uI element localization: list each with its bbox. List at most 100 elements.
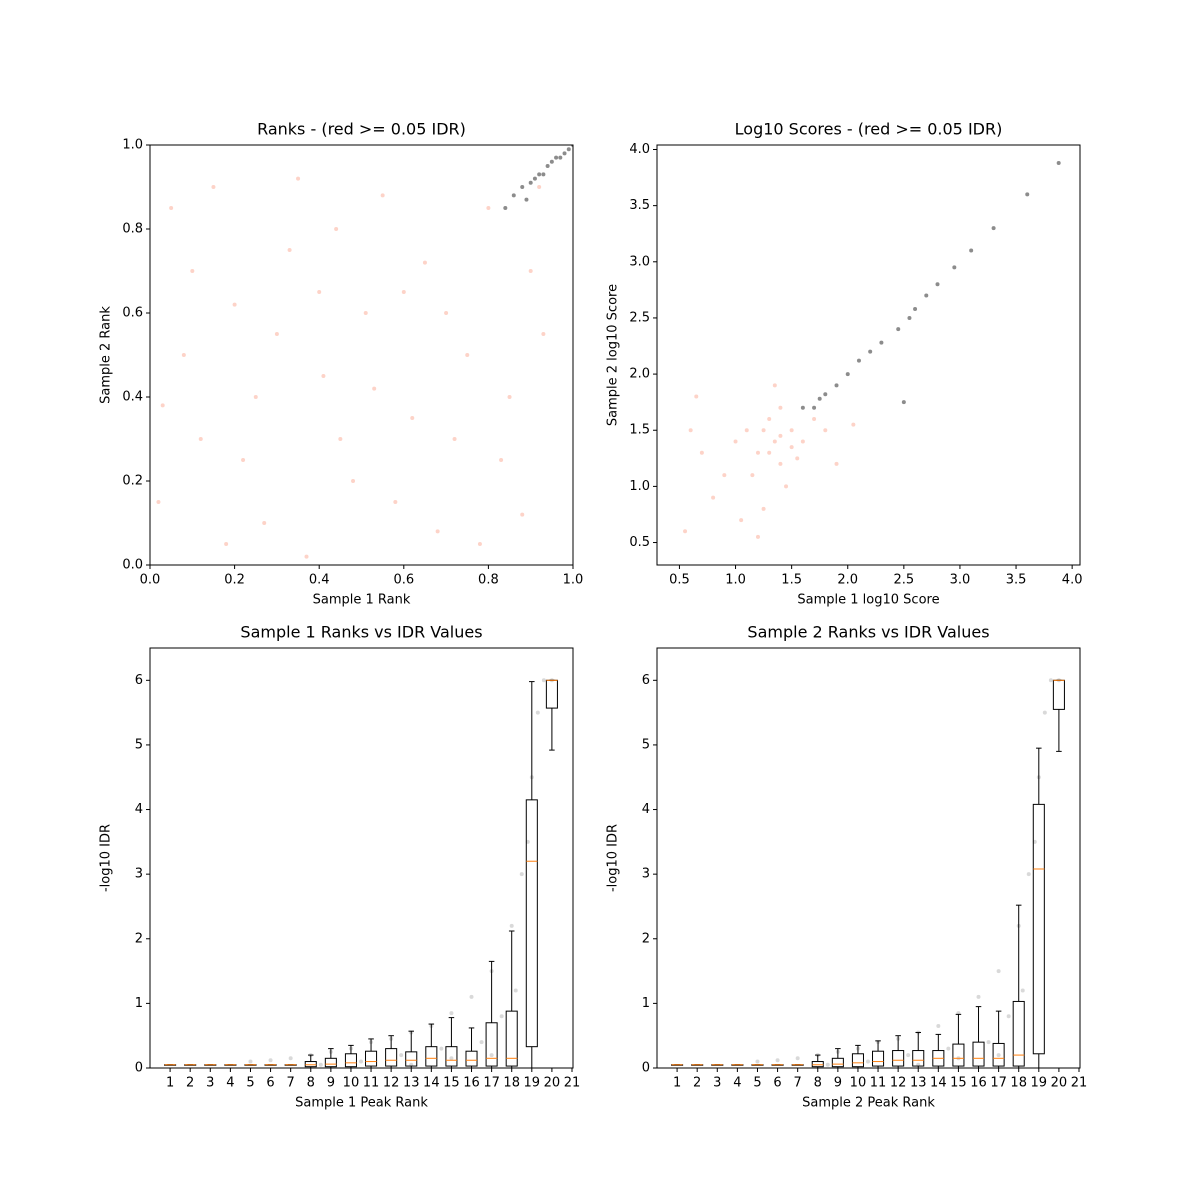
x-tick-label: 5 [753, 1076, 761, 1091]
point [1032, 839, 1037, 844]
point [812, 417, 817, 422]
point [287, 248, 292, 252]
y-tick-label: 5 [642, 737, 650, 752]
point [778, 461, 783, 466]
point [541, 678, 546, 683]
point [489, 1053, 494, 1058]
axes-frame [656, 144, 1081, 566]
point [800, 405, 805, 410]
point [399, 1053, 404, 1058]
subplot-title: Sample 2 Ranks vs IDR Values [747, 623, 989, 642]
point [211, 185, 216, 189]
point [288, 1056, 293, 1061]
point [545, 164, 550, 168]
point [160, 403, 165, 408]
point [767, 450, 772, 455]
point [509, 923, 514, 928]
y-tick-label: 2.5 [629, 310, 650, 325]
y-tick-label: 4 [135, 802, 143, 817]
x-tick-label: 20 [544, 1076, 561, 1091]
x-tick-label: 1 [166, 1076, 174, 1091]
y-tick-label: 2.0 [629, 367, 650, 382]
point [181, 353, 186, 357]
x-tick-label: 2.0 [837, 573, 858, 588]
x-tick-label: 0.5 [669, 573, 690, 588]
x-tick-label: 9 [834, 1076, 842, 1091]
point [986, 1040, 991, 1045]
point [507, 395, 512, 399]
point [778, 433, 783, 438]
x-tick-label: 16 [970, 1076, 987, 1091]
x-tick-label: 4.0 [1062, 573, 1083, 588]
point [169, 206, 174, 210]
box [405, 1051, 418, 1067]
point [190, 269, 195, 273]
x-tick-label: 3.5 [1006, 573, 1027, 588]
y-tick-label: 1.0 [629, 479, 650, 494]
box [324, 1057, 337, 1068]
x-axis-label: Sample 1 log10 Score [797, 593, 939, 608]
box [485, 1022, 498, 1067]
point [795, 1056, 800, 1061]
point [772, 383, 777, 388]
box [892, 1050, 905, 1067]
point [537, 172, 542, 177]
point [1042, 710, 1047, 715]
point [784, 484, 789, 489]
point [834, 461, 839, 466]
point [1025, 192, 1030, 197]
x-tick-label: 0.2 [224, 573, 245, 588]
subplot-title: Ranks - (red >= 0.05 IDR) [257, 120, 466, 139]
y-tick-label: 0.6 [122, 306, 143, 321]
point [711, 495, 716, 500]
x-tick-label: 15 [950, 1076, 967, 1091]
x-tick-label: 1 [673, 1076, 681, 1091]
x-tick-label: 11 [870, 1076, 887, 1091]
point [936, 1024, 941, 1028]
axes-frame [149, 647, 574, 1069]
y-tick-label: 0 [135, 1061, 143, 1076]
point [896, 327, 901, 332]
axes-frame [149, 144, 574, 566]
point [528, 180, 533, 185]
point [946, 1046, 951, 1051]
point [1048, 678, 1053, 683]
box [425, 1046, 438, 1067]
point [991, 226, 996, 231]
point [338, 437, 343, 441]
point [789, 428, 794, 433]
x-tick-label: 0.0 [140, 573, 161, 588]
point [865, 1059, 870, 1064]
point [795, 456, 800, 461]
point [996, 969, 1001, 974]
box [831, 1057, 844, 1068]
point [996, 1053, 1001, 1058]
point [537, 185, 542, 189]
box [811, 1061, 824, 1068]
y-tick-label: 1 [642, 996, 650, 1011]
x-tick-label: 14 [423, 1076, 440, 1091]
point [525, 839, 530, 844]
point [317, 290, 322, 294]
point [248, 1059, 253, 1064]
point [755, 534, 760, 539]
point [772, 439, 777, 444]
point [479, 1040, 484, 1045]
point [241, 458, 246, 462]
box [344, 1053, 357, 1068]
point [800, 439, 805, 444]
y-tick-label: 2 [642, 931, 650, 946]
x-tick-label: 0.6 [393, 573, 414, 588]
x-tick-label: 0.4 [309, 573, 330, 588]
x-tick-label: 18 [503, 1076, 520, 1091]
point [532, 176, 537, 181]
y-tick-label: 0.5 [629, 535, 650, 550]
y-tick-label: 6 [135, 673, 143, 688]
x-axis-label: Sample 1 Rank [313, 593, 411, 608]
y-tick-label: 0.8 [122, 222, 143, 237]
y-tick-label: 1.0 [122, 138, 143, 153]
point [503, 206, 508, 210]
x-axis-label: Sample 2 Peak Rank [802, 1096, 935, 1111]
box [304, 1061, 317, 1068]
y-tick-label: 3.0 [629, 254, 650, 269]
